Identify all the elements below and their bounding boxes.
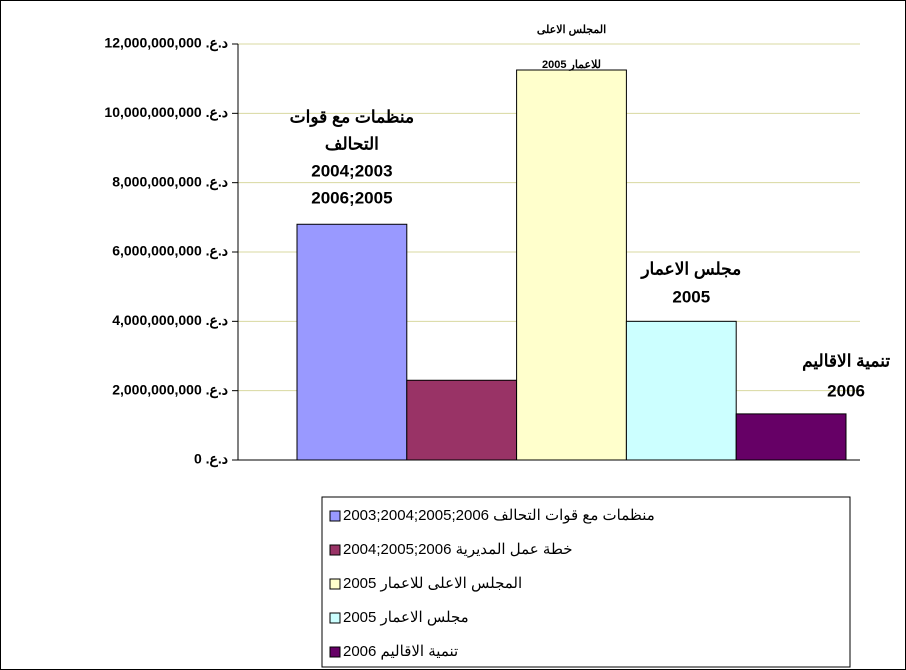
y-tick-label: د.ع. 12,000,000,000 — [104, 35, 228, 52]
legend-label: منظمات مع قوات التحالف 2006;2005;2004;20… — [343, 507, 655, 524]
y-tick-label: د.ع. 8,000,000,000 — [112, 173, 228, 190]
y-tick-label: د.ع. 0 — [194, 451, 228, 468]
legend-swatch — [329, 510, 341, 522]
data-label: 2006;2005 — [311, 188, 392, 207]
legend-box — [321, 496, 851, 668]
legend-swatch — [329, 646, 341, 658]
legend-swatch — [329, 544, 341, 556]
legend-label: تنمية الاقاليم 2006 — [343, 643, 458, 660]
bar — [296, 223, 408, 461]
y-tick-label: د.ع. 10,000,000,000 — [104, 104, 228, 121]
data-label: للاعمار 2005 — [542, 59, 601, 71]
y-tick-label: د.ع. 6,000,000,000 — [112, 243, 228, 260]
bar — [406, 379, 518, 461]
y-tick-label: د.ع. 2,000,000,000 — [112, 381, 228, 398]
data-label: تنمية الاقاليم — [802, 351, 890, 371]
data-label: التحالف — [325, 134, 379, 153]
y-tick-label: د.ع. 4,000,000,000 — [112, 312, 228, 329]
data-label: مجلس الاعمار — [639, 259, 741, 279]
legend-label: مجلس الاعمار 2005 — [343, 609, 469, 626]
legend-swatch — [329, 612, 341, 624]
data-label: منظمات مع قوات — [290, 107, 414, 127]
data-label: المجلس الاعلى — [537, 24, 606, 36]
data-label: 2004;2003 — [311, 161, 392, 180]
bar — [516, 69, 627, 461]
legend-label: خطة عمل المديرية 2006;2005;2004 — [343, 541, 573, 558]
data-label: 2005 — [672, 287, 710, 306]
data-label: 2006 — [827, 381, 865, 400]
legend-label: المجلس الاعلى للاعمار 2005 — [343, 575, 522, 592]
legend-swatch — [329, 578, 341, 590]
bar — [625, 320, 737, 461]
bar — [735, 413, 847, 461]
